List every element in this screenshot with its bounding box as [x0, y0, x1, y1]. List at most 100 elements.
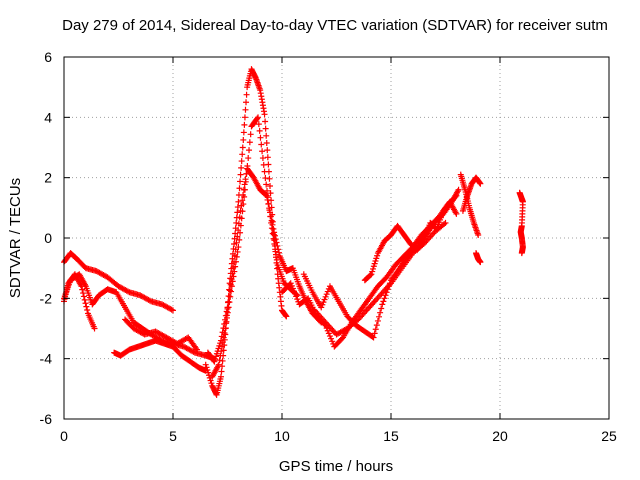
data-point: [219, 329, 226, 336]
data-point: [239, 151, 246, 158]
data-point: [236, 214, 243, 221]
series-track-15: [473, 250, 484, 266]
data-point: [374, 317, 381, 324]
data-point: [91, 325, 98, 332]
data-point: [208, 380, 215, 387]
data-point: [369, 268, 376, 275]
data-point: [235, 227, 242, 234]
data-point: [226, 293, 233, 300]
data-layer: [61, 66, 526, 398]
data-point: [274, 242, 281, 249]
data-point: [240, 136, 247, 143]
data-point: [325, 330, 332, 337]
data-point: [241, 181, 248, 188]
data-point: [324, 327, 331, 334]
data-point: [230, 264, 237, 271]
series-track-3: [61, 271, 98, 332]
data-point: [369, 333, 376, 340]
data-point: [243, 91, 250, 98]
data-point: [243, 99, 250, 106]
data-point: [323, 291, 330, 298]
data-point: [228, 288, 235, 295]
data-point: [293, 293, 300, 300]
data-point: [263, 132, 270, 139]
data-point: [374, 252, 381, 259]
data-point: [170, 307, 176, 314]
data-point: [372, 258, 379, 265]
series-track-5: [122, 316, 200, 353]
series-track-10: [300, 186, 462, 341]
data-point: [234, 209, 241, 216]
data-point: [326, 333, 333, 340]
y-tick-label: 4: [44, 109, 52, 125]
data-point: [381, 295, 388, 302]
data-point: [245, 155, 252, 162]
data-point: [193, 346, 200, 353]
data-point: [216, 342, 223, 349]
data-point: [267, 213, 274, 220]
data-point: [477, 259, 484, 266]
data-point: [370, 263, 377, 270]
data-point: [190, 348, 197, 355]
data-point: [276, 249, 283, 256]
data-point: [259, 155, 266, 162]
series-track-8: [204, 165, 325, 365]
data-point: [224, 304, 231, 311]
data-point: [267, 209, 274, 216]
data-point: [377, 309, 384, 316]
data-point: [84, 307, 91, 314]
data-point: [238, 202, 245, 209]
data-point: [370, 265, 377, 272]
data-point: [220, 325, 227, 332]
data-point: [233, 219, 240, 226]
series-track-16: [516, 189, 526, 257]
data-point: [146, 297, 153, 304]
data-point: [255, 114, 262, 121]
data-point: [217, 373, 224, 380]
data-point: [240, 129, 247, 136]
y-tick-label: -6: [40, 411, 53, 427]
data-point: [373, 322, 380, 329]
data-point: [218, 333, 225, 340]
data-point: [289, 285, 296, 292]
data-point: [232, 230, 239, 237]
data-point: [242, 176, 249, 183]
data-point: [287, 280, 294, 287]
data-point: [211, 358, 218, 365]
data-point: [205, 369, 212, 376]
y-axis-label: SDTVAR / TECUs: [7, 178, 24, 298]
data-point: [235, 198, 242, 205]
data-point: [236, 185, 243, 192]
data-point: [264, 196, 271, 203]
data-point: [338, 335, 345, 342]
data-point: [231, 259, 238, 266]
data-point: [202, 361, 209, 368]
data-point: [231, 252, 238, 259]
data-point: [267, 182, 274, 189]
data-point: [453, 210, 460, 217]
data-point: [260, 161, 267, 168]
x-tick-label: 10: [274, 428, 290, 444]
series-track-1: [61, 250, 176, 314]
data-point: [225, 298, 232, 305]
data-point: [320, 299, 327, 306]
data-point: [204, 366, 211, 373]
data-point: [82, 300, 89, 307]
x-tick-label: 20: [492, 428, 508, 444]
data-point: [232, 246, 239, 253]
data-point: [268, 217, 275, 224]
data-point: [263, 181, 270, 188]
data-point: [264, 154, 271, 161]
data-point: [228, 276, 235, 283]
data-point: [255, 121, 262, 128]
data-point: [262, 192, 269, 199]
series-track-4: [111, 337, 209, 374]
data-point: [263, 192, 270, 199]
data-point: [322, 293, 329, 300]
data-point: [168, 306, 175, 313]
x-tick-label: 5: [169, 428, 177, 444]
data-point: [353, 317, 360, 324]
data-point: [79, 286, 86, 293]
data-point: [370, 334, 377, 341]
grid-layer: [64, 57, 609, 419]
